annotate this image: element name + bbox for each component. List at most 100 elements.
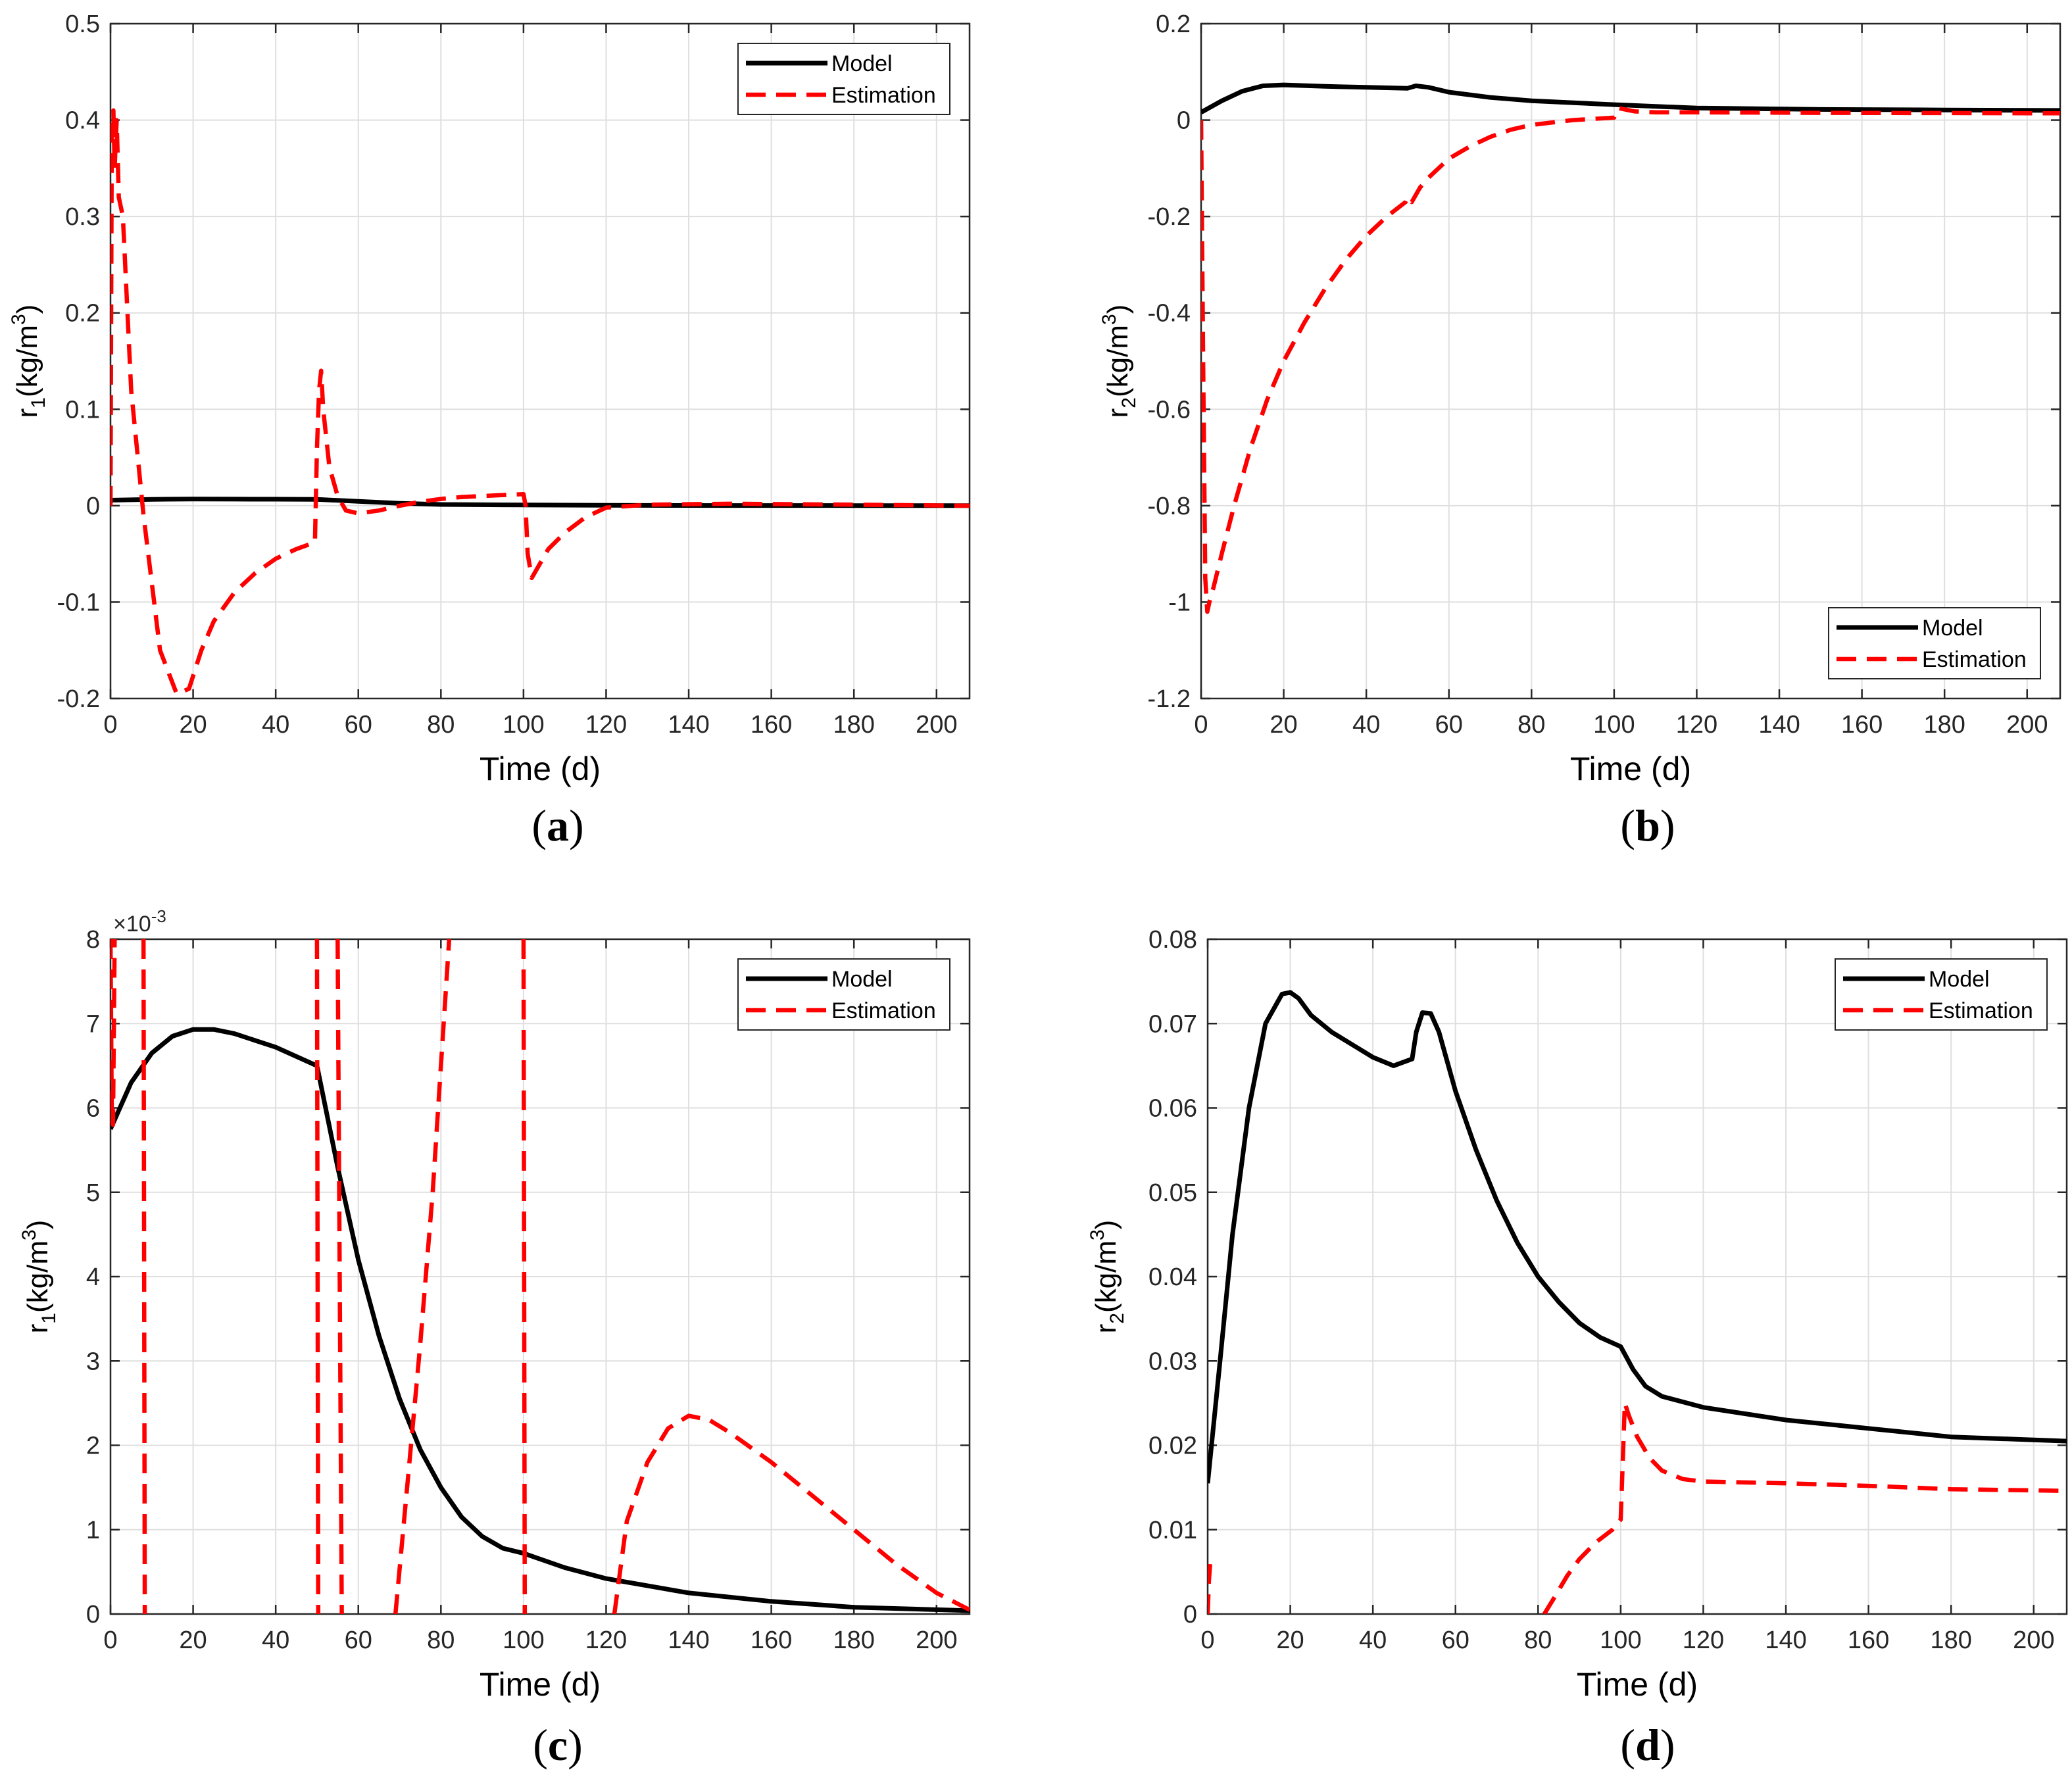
y-tick-label: 0.01 bbox=[1148, 1517, 1197, 1544]
caption-letter: d bbox=[1635, 1720, 1660, 1770]
series-layer bbox=[1208, 990, 2067, 1614]
chart-a: 0 20 40 60 80 100 120 140 160 180 200 -0.2 -0.1 0 0.1 0… bbox=[8, 11, 971, 850]
caption-letter: c bbox=[548, 1720, 568, 1770]
y-tick-label: 0.3 bbox=[65, 203, 100, 231]
estimation-series-line-seg-1 bbox=[1542, 1401, 2067, 1614]
caption-close: ) bbox=[569, 800, 584, 850]
x-tick-label: 80 bbox=[427, 1627, 455, 1654]
x-tick-label: 60 bbox=[345, 711, 372, 739]
estimation-series-line-seg-6 bbox=[612, 1413, 970, 1614]
y-tick-label: 2 bbox=[86, 1432, 100, 1460]
y-label-main: r bbox=[1102, 408, 1134, 418]
series-layer bbox=[111, 939, 970, 1614]
x-tick-label: 0 bbox=[103, 1627, 117, 1654]
y-label-sub: 2 bbox=[1118, 397, 1140, 408]
series-layer bbox=[111, 108, 970, 696]
y-tick-label: -1 bbox=[1168, 589, 1191, 616]
series-layer bbox=[1201, 82, 2060, 614]
x-tick-label: 180 bbox=[833, 711, 874, 739]
estimation-series-line-seg-2 bbox=[314, 939, 321, 1614]
model-series-line bbox=[1201, 82, 2060, 114]
x-tick-label: 200 bbox=[2006, 711, 2048, 739]
legend-box bbox=[737, 43, 950, 115]
y-label-main: r bbox=[22, 1324, 54, 1334]
panel-caption: (d) bbox=[1620, 1720, 1675, 1770]
x-tick-label: 60 bbox=[345, 1627, 372, 1654]
y-tick-label: -0.4 bbox=[1148, 300, 1191, 328]
legend-label: Estimation bbox=[831, 998, 936, 1023]
x-tick-label: 40 bbox=[1352, 711, 1380, 739]
legend-label: Estimation bbox=[1929, 998, 2033, 1023]
legend-label: Model bbox=[831, 967, 893, 992]
x-axis-label: Time (d) bbox=[480, 1666, 601, 1703]
panel-caption: (c) bbox=[533, 1720, 583, 1770]
y-tick-label: 0 bbox=[1183, 1601, 1197, 1628]
x-tick-label: 40 bbox=[262, 1627, 289, 1654]
y-axis-label: r1(kg/m3) bbox=[8, 305, 49, 418]
chart-c: 0 20 40 60 80 100 120 140 160 180 200 0 1 2 3 4 5 6 7 8 ×10-… bbox=[18, 906, 971, 1770]
y-tick-label: -0.6 bbox=[1148, 396, 1191, 424]
y-label-sup: 3 bbox=[8, 314, 30, 325]
y-tick-label: -0.8 bbox=[1148, 493, 1191, 520]
x-tick-label: 120 bbox=[585, 711, 627, 739]
x-tick-label: 160 bbox=[1841, 711, 1883, 739]
x-tick-label: 0 bbox=[1200, 1627, 1214, 1654]
plot-area bbox=[1201, 24, 2060, 698]
x-tick-label: 140 bbox=[668, 711, 709, 739]
model-series-line bbox=[111, 1027, 970, 1613]
x-axis-label: Time (d) bbox=[1570, 750, 1691, 787]
x-tick-label: 80 bbox=[1517, 711, 1545, 739]
chart-b: 0 20 40 60 80 100 120 140 160 180 200-1.2-1-0.8-0.… bbox=[1098, 11, 2061, 850]
legend-box bbox=[1835, 958, 2048, 1031]
x-tick-label: 200 bbox=[916, 1627, 957, 1654]
x-tick-label: 180 bbox=[833, 1627, 874, 1654]
y-tick-label: 0.5 bbox=[65, 11, 100, 38]
y-tick-label: 7 bbox=[86, 1010, 100, 1038]
y-tick-label: 0.03 bbox=[1148, 1348, 1197, 1375]
caption-open: ( bbox=[531, 800, 547, 850]
x-tick-label: 140 bbox=[1765, 1627, 1806, 1654]
y-tick-label: -0.2 bbox=[1148, 203, 1191, 231]
caption-open: ( bbox=[1620, 800, 1635, 850]
x-tick-label: 200 bbox=[916, 711, 957, 739]
y-tick-label: 0.05 bbox=[1148, 1179, 1197, 1207]
y-tick-label: 0 bbox=[86, 493, 100, 520]
model-series-line bbox=[1208, 990, 2067, 1484]
axis-box bbox=[109, 22, 971, 700]
x-tick-label: 120 bbox=[1683, 1627, 1724, 1654]
x-tick-label: 20 bbox=[179, 711, 207, 739]
y-label-sup: 3 bbox=[18, 1229, 40, 1240]
legend-box bbox=[1828, 607, 2041, 679]
y-label-close: ) bbox=[22, 1220, 54, 1230]
multiplier-exponent: -3 bbox=[151, 906, 166, 926]
y-label-units: (kg/m bbox=[11, 325, 43, 397]
estimation-series-line-seg-1 bbox=[141, 939, 147, 1614]
y-label-units: (kg/m bbox=[1090, 1240, 1122, 1313]
caption-open: ( bbox=[1620, 1720, 1635, 1770]
estimation-series-line-seg-5 bbox=[521, 939, 528, 1614]
legend-box bbox=[737, 958, 950, 1031]
x-tick-label: 120 bbox=[1676, 711, 1717, 739]
plot-area bbox=[111, 24, 970, 698]
legend-label: Model bbox=[1929, 967, 1990, 992]
caption-open: ( bbox=[533, 1720, 548, 1770]
y-label-sub: 1 bbox=[38, 1313, 60, 1324]
y-axis-label: r1(kg/m3) bbox=[18, 1220, 60, 1334]
legend-label: Estimation bbox=[1922, 647, 2027, 672]
legend-label: Model bbox=[1922, 616, 1983, 641]
y-tick-label: -0.1 bbox=[57, 589, 100, 616]
axis-multiplier: ×10-3 bbox=[113, 906, 166, 937]
y-tick-label: 0 bbox=[86, 1601, 100, 1628]
x-tick-label: 20 bbox=[179, 1627, 207, 1654]
estimation-series-line-seg-0 bbox=[1208, 1563, 1213, 1614]
y-label-close: ) bbox=[1102, 305, 1134, 314]
y-axis-label: r2(kg/m3) bbox=[1098, 305, 1140, 418]
y-label-close: ) bbox=[1090, 1220, 1122, 1230]
y-tick-label: 0.1 bbox=[65, 396, 100, 424]
y-label-units: (kg/m bbox=[1102, 325, 1134, 397]
caption-letter: a bbox=[547, 800, 569, 850]
chart-d: 0 20 40 60 80 100 120 140 160 180 200 0 0.01 0.02 0.03… bbox=[1087, 926, 2068, 1770]
legend: Model Estimation bbox=[1828, 607, 2041, 679]
model-series-line bbox=[111, 497, 970, 508]
y-tick-label: 0.08 bbox=[1148, 926, 1197, 954]
